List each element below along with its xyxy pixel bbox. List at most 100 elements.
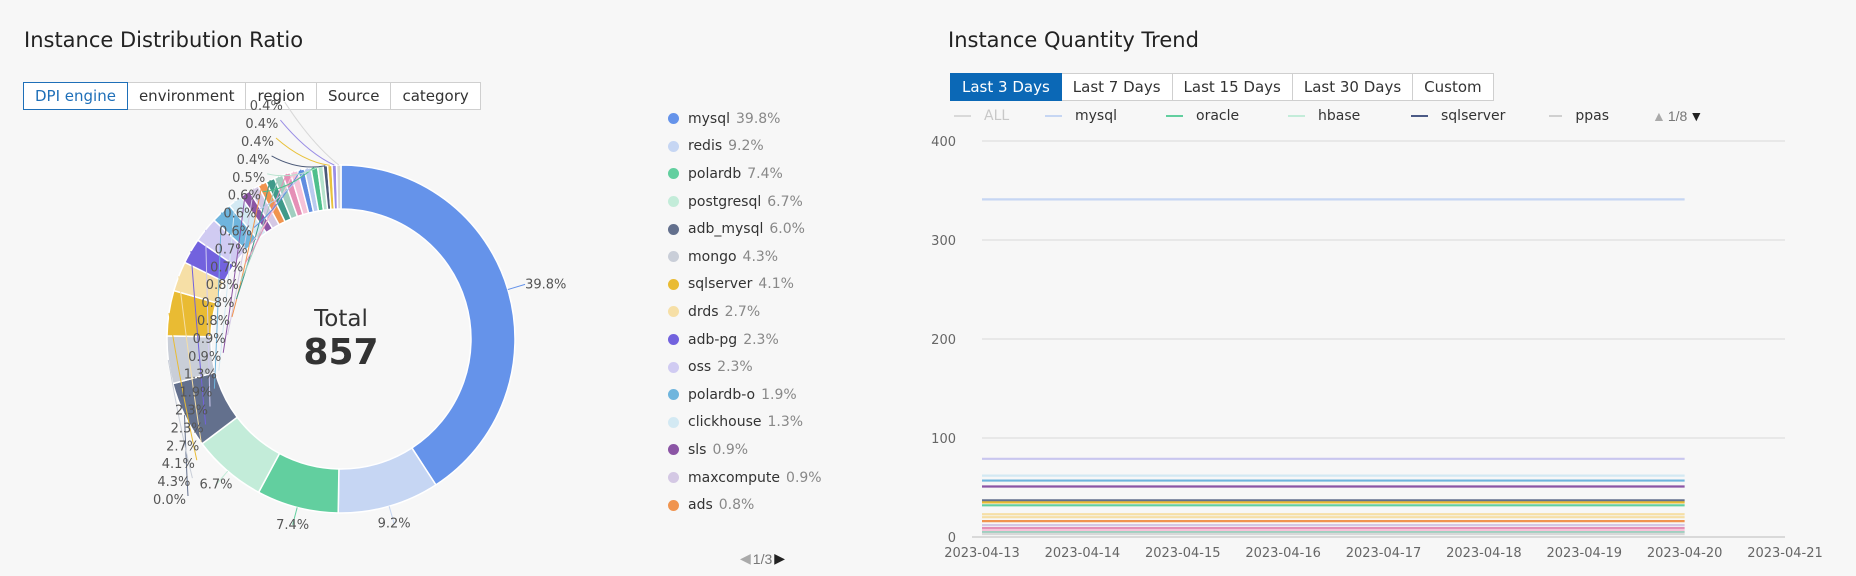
legend-pct: 0.9% [712, 441, 749, 458]
tab-last-7-days[interactable]: Last 7 Days [1060, 73, 1173, 101]
legend-dot [668, 140, 679, 152]
x-tick-label: 2023-04-19 [1546, 546, 1622, 561]
legend-pct: 7.4% [747, 165, 783, 182]
tab-last-15-days[interactable]: Last 15 Days [1171, 73, 1293, 101]
legend-item-maxcompute[interactable]: maxcompute 0.9% [668, 464, 822, 492]
tab-last-3-days[interactable]: Last 3 Days [950, 73, 1062, 101]
trend-legend-item-ppas[interactable]: ppas [1549, 108, 1609, 124]
legend-item-sqlserver[interactable]: sqlserver 4.1% [668, 271, 822, 299]
legend-line-swatch [1166, 115, 1183, 117]
donut-slice-label: 2.7% [166, 439, 199, 454]
donut-leader-line [227, 188, 255, 336]
tab-region[interactable]: region [245, 82, 317, 110]
donut-leader-line [388, 506, 395, 524]
distribution-panel: Instance Distribution Ratio DPI engine en… [23, 28, 822, 567]
donut-leader-line [222, 193, 246, 353]
legend-item-adb_mysql[interactable]: adb_mysql 6.0% [668, 215, 822, 243]
pager-text: 1/8 [1667, 108, 1688, 124]
tab-category[interactable]: category [390, 82, 481, 110]
donut-slice-label: 9.2% [378, 517, 411, 532]
legend-dot [668, 223, 679, 235]
legend-dot [668, 416, 679, 428]
legend-pager: ◀ 1/3 ▶ [740, 550, 785, 567]
trend-legend-item-all[interactable]: ALL [954, 108, 1045, 124]
donut-chart: 39.8% 9.2% 7.4% 6.7% 0.0% 4.3% 4.1% 2.7% 2.3% 2.3… [153, 99, 566, 533]
legend-pct: 4.1% [758, 276, 794, 293]
donut-slice-label: 0.9% [193, 332, 226, 347]
distribution-title: Instance Distribution Ratio [24, 28, 304, 52]
pager-prev-icon[interactable]: ◀ [740, 550, 751, 566]
donut-slice-label: 0.8% [206, 278, 239, 293]
legend-item-clickhouse[interactable]: clickhouse 1.3% [668, 409, 822, 437]
legend-item-polardb[interactable]: polardb 7.4% [668, 160, 822, 188]
pager-down-icon[interactable]: ▼ [1689, 108, 1704, 124]
pager-text: 1/3 [752, 550, 773, 567]
donut-slice-label: 1.9% [179, 386, 212, 401]
legend-pct: 2.7% [724, 303, 761, 320]
legend-name: ads [688, 497, 713, 514]
donut-leader-line [213, 212, 222, 389]
donut-leader-line [231, 183, 263, 318]
donut-slice[interactable] [340, 164, 516, 486]
donut-slice-label: 0.5% [232, 171, 265, 186]
legend-item-oss[interactable]: oss 2.3% [668, 353, 822, 381]
trend-legend-item-hbase[interactable]: hbase [1288, 108, 1411, 124]
donut-leader-line [178, 276, 202, 443]
trend-panel: Instance Quantity Trend Last 3 Days Last … [930, 0, 1856, 576]
legend-item-mysql[interactable]: mysql 39.8% [668, 105, 822, 133]
pager-up-icon[interactable]: ▲ [1652, 108, 1666, 124]
legend-item-drds[interactable]: drds 2.7% [668, 298, 822, 326]
tab-custom[interactable]: Custom [1412, 73, 1494, 101]
donut-slice-label: 0.7% [210, 260, 243, 275]
donut-slice-label: 2.3% [171, 421, 204, 436]
legend-label: oracle [1196, 108, 1240, 124]
trend-legend-item-mysql[interactable]: mysql [1045, 108, 1166, 124]
y-tick-label: 300 [931, 234, 956, 249]
legend-name: adb_mysql [688, 221, 764, 238]
legend-dot [668, 472, 679, 484]
legend-pct: 39.8% [736, 110, 781, 127]
legend-dot [668, 334, 679, 346]
legend-line-swatch [954, 115, 971, 117]
trend-legend-pager: ▲ 1/8 ▼ [1652, 108, 1703, 124]
donut-leader-line [271, 155, 326, 168]
donut-slice-label: 0.6% [219, 225, 252, 240]
trend-legend-item-sqlserver[interactable]: sqlserver [1411, 108, 1549, 124]
donut-leader-line [253, 169, 302, 228]
donut-center-label: Total [313, 306, 368, 332]
legend-item-ads[interactable]: ads 0.8% [668, 491, 822, 519]
legend-item-mongo[interactable]: mongo 4.3% [668, 243, 822, 271]
trend-legend-item-oracle[interactable]: oracle [1166, 108, 1288, 124]
legend-item-polardb-o[interactable]: polardb-o 1.9% [668, 381, 822, 409]
legend-dot [668, 278, 679, 290]
legend-name: mongo [688, 248, 737, 265]
legend-name: adb-pg [688, 331, 738, 348]
tab-last-30-days[interactable]: Last 30 Days [1291, 73, 1414, 101]
donut-slice-label: 7.4% [276, 518, 309, 533]
legend-line-swatch [1549, 115, 1563, 117]
legend-name: drds [688, 303, 719, 320]
legend-item-adb-pg[interactable]: adb-pg 2.3% [668, 326, 822, 354]
donut-slice-label: 2.3% [175, 404, 208, 419]
donut-slice-label: 0.6% [223, 207, 256, 222]
x-tick-label: 2023-04-18 [1446, 546, 1522, 561]
donut-slice[interactable] [335, 164, 342, 210]
legend-item-sls[interactable]: sls 0.9% [668, 436, 822, 464]
legend-pct: 0.9% [786, 469, 822, 486]
legend-dot [668, 444, 679, 456]
tab-dpi-engine[interactable]: DPI engine [23, 82, 128, 110]
legend-line-swatch [1411, 115, 1428, 117]
pager-next-icon[interactable]: ▶ [774, 550, 786, 566]
y-tick-label: 100 [931, 432, 956, 447]
donut-leader-line [507, 283, 526, 290]
legend-item-redis[interactable]: redis 9.2% [668, 133, 822, 161]
x-tick-label: 2023-04-15 [1145, 546, 1221, 561]
legend-pct: 6.0% [769, 221, 805, 238]
legend-label: mysql [1075, 108, 1117, 124]
legend-item-postgresql[interactable]: postgresql 6.7% [668, 188, 822, 216]
donut-leader-line [190, 250, 207, 425]
donut-slice-label: 1.3% [184, 368, 217, 383]
x-tick-label: 2023-04-17 [1346, 546, 1422, 561]
donut-slice-label: 39.8% [525, 277, 566, 292]
legend-name: mysql [688, 110, 730, 127]
